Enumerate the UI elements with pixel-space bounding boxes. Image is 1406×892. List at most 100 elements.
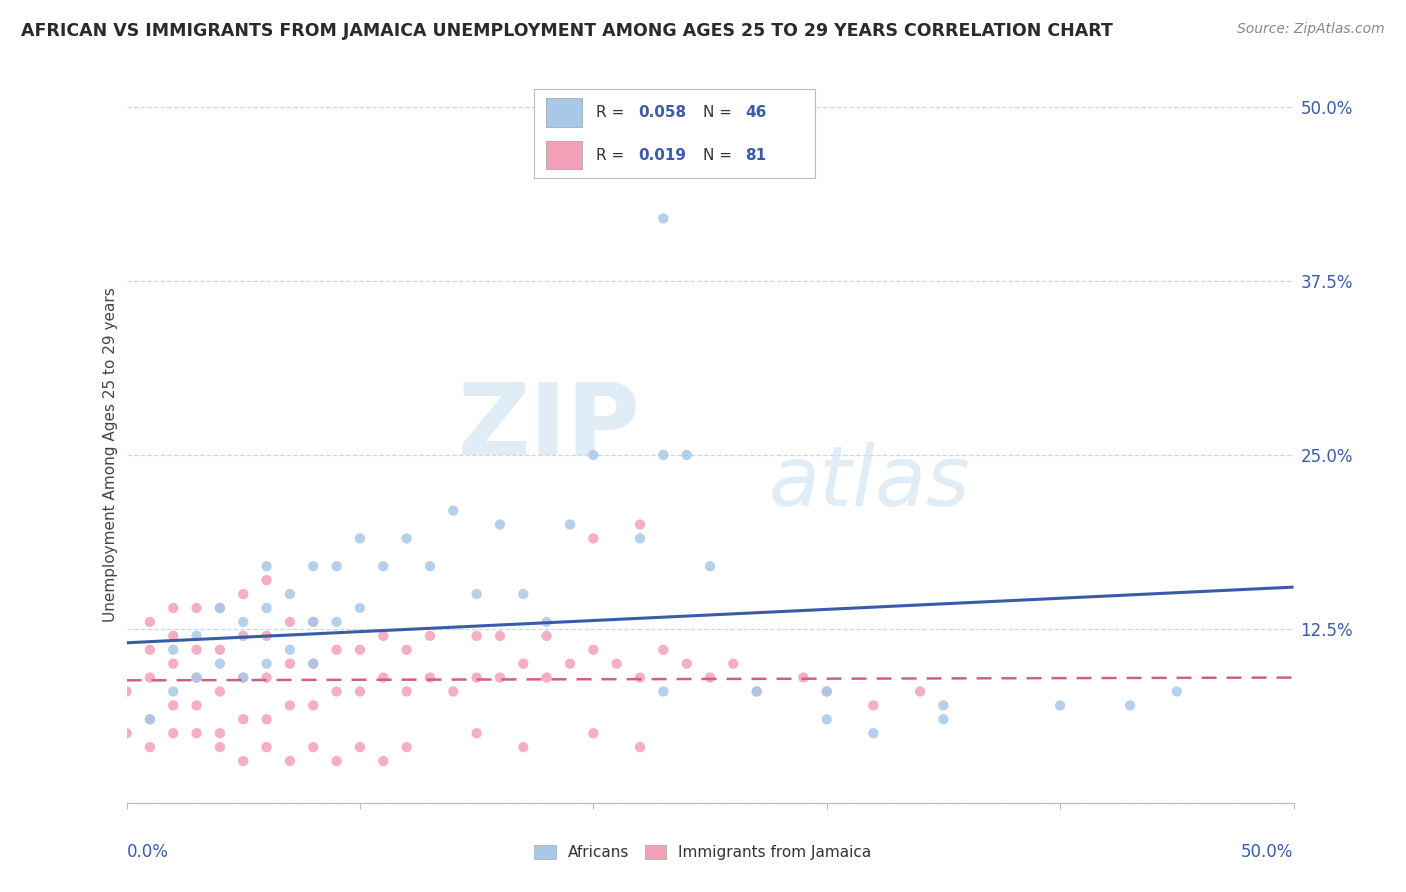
Point — [139, 642, 162, 657]
Text: AFRICAN VS IMMIGRANTS FROM JAMAICA UNEMPLOYMENT AMONG AGES 25 TO 29 YEARS CORREL: AFRICAN VS IMMIGRANTS FROM JAMAICA UNEMP… — [21, 22, 1114, 40]
Point — [628, 517, 651, 532]
Point — [302, 657, 325, 671]
Point — [325, 615, 347, 629]
Point — [1049, 698, 1071, 713]
Point — [1119, 698, 1142, 713]
Point — [1166, 684, 1188, 698]
Point — [278, 698, 301, 713]
Point — [512, 657, 534, 671]
Point — [208, 601, 231, 615]
Point — [932, 698, 955, 713]
Point — [232, 629, 254, 643]
Point — [278, 754, 301, 768]
Point — [302, 657, 325, 671]
Point — [115, 726, 138, 740]
Point — [139, 740, 162, 755]
Text: 46: 46 — [745, 105, 766, 120]
Point — [208, 657, 231, 671]
Point — [139, 712, 162, 726]
Point — [419, 671, 441, 685]
Point — [558, 517, 581, 532]
Point — [302, 559, 325, 574]
Point — [256, 657, 278, 671]
Point — [652, 642, 675, 657]
Point — [536, 615, 558, 629]
Point — [489, 671, 512, 685]
Point — [186, 671, 208, 685]
Point — [139, 671, 162, 685]
Point — [232, 712, 254, 726]
Point — [256, 629, 278, 643]
Point — [628, 671, 651, 685]
Point — [256, 740, 278, 755]
Point — [302, 740, 325, 755]
Point — [652, 211, 675, 226]
Point — [512, 740, 534, 755]
Text: N =: N = — [703, 105, 737, 120]
Point — [208, 740, 231, 755]
Point — [349, 740, 371, 755]
Point — [349, 601, 371, 615]
Y-axis label: Unemployment Among Ages 25 to 29 years: Unemployment Among Ages 25 to 29 years — [103, 287, 118, 623]
Point — [652, 684, 675, 698]
Text: 0.0%: 0.0% — [127, 843, 169, 861]
Point — [395, 532, 418, 546]
Point — [373, 671, 395, 685]
Point — [208, 601, 231, 615]
Point — [815, 684, 838, 698]
Point — [349, 642, 371, 657]
Point — [419, 629, 441, 643]
Point — [208, 684, 231, 698]
Point — [441, 684, 464, 698]
Point — [489, 629, 512, 643]
Legend: Africans, Immigrants from Jamaica: Africans, Immigrants from Jamaica — [529, 839, 877, 866]
Point — [558, 657, 581, 671]
Text: R =: R = — [596, 148, 630, 162]
Point — [302, 615, 325, 629]
Point — [536, 671, 558, 685]
Point — [325, 754, 347, 768]
Point — [815, 712, 838, 726]
Point — [465, 587, 488, 601]
Text: 50.0%: 50.0% — [1241, 843, 1294, 861]
Point — [162, 629, 184, 643]
Point — [745, 684, 768, 698]
Point — [395, 740, 418, 755]
Point — [395, 684, 418, 698]
Point — [232, 671, 254, 685]
FancyBboxPatch shape — [546, 141, 582, 169]
Point — [278, 587, 301, 601]
Point — [162, 684, 184, 698]
Point — [186, 726, 208, 740]
Point — [256, 573, 278, 587]
Point — [465, 629, 488, 643]
Point — [582, 448, 605, 462]
Point — [373, 629, 395, 643]
Point — [162, 726, 184, 740]
Point — [162, 601, 184, 615]
Point — [815, 684, 838, 698]
Point — [652, 448, 675, 462]
Point — [699, 671, 721, 685]
Point — [536, 629, 558, 643]
Point — [862, 698, 884, 713]
Point — [582, 726, 605, 740]
Point — [232, 754, 254, 768]
Point — [302, 698, 325, 713]
Point — [208, 642, 231, 657]
Point — [278, 615, 301, 629]
Point — [232, 671, 254, 685]
Point — [186, 671, 208, 685]
Point — [465, 671, 488, 685]
Point — [325, 684, 347, 698]
Point — [186, 698, 208, 713]
Point — [115, 684, 138, 698]
Point — [162, 642, 184, 657]
Text: ZIP: ZIP — [457, 378, 640, 475]
Text: 81: 81 — [745, 148, 766, 162]
Point — [628, 532, 651, 546]
Point — [186, 601, 208, 615]
Point — [582, 532, 605, 546]
Point — [489, 517, 512, 532]
Point — [745, 684, 768, 698]
